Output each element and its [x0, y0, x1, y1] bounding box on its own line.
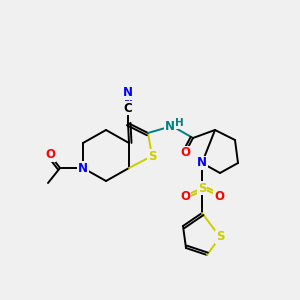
Text: O: O [45, 148, 55, 161]
Text: C: C [124, 101, 132, 115]
Text: O: O [180, 190, 190, 202]
Text: N: N [197, 157, 207, 169]
Text: N: N [78, 161, 88, 175]
Text: O: O [180, 146, 190, 160]
Text: S: S [216, 230, 224, 244]
Text: O: O [214, 190, 224, 202]
Text: S: S [198, 182, 206, 194]
Text: S: S [148, 149, 156, 163]
Text: N: N [123, 86, 133, 100]
Text: H: H [175, 118, 183, 128]
Text: N: N [165, 119, 175, 133]
